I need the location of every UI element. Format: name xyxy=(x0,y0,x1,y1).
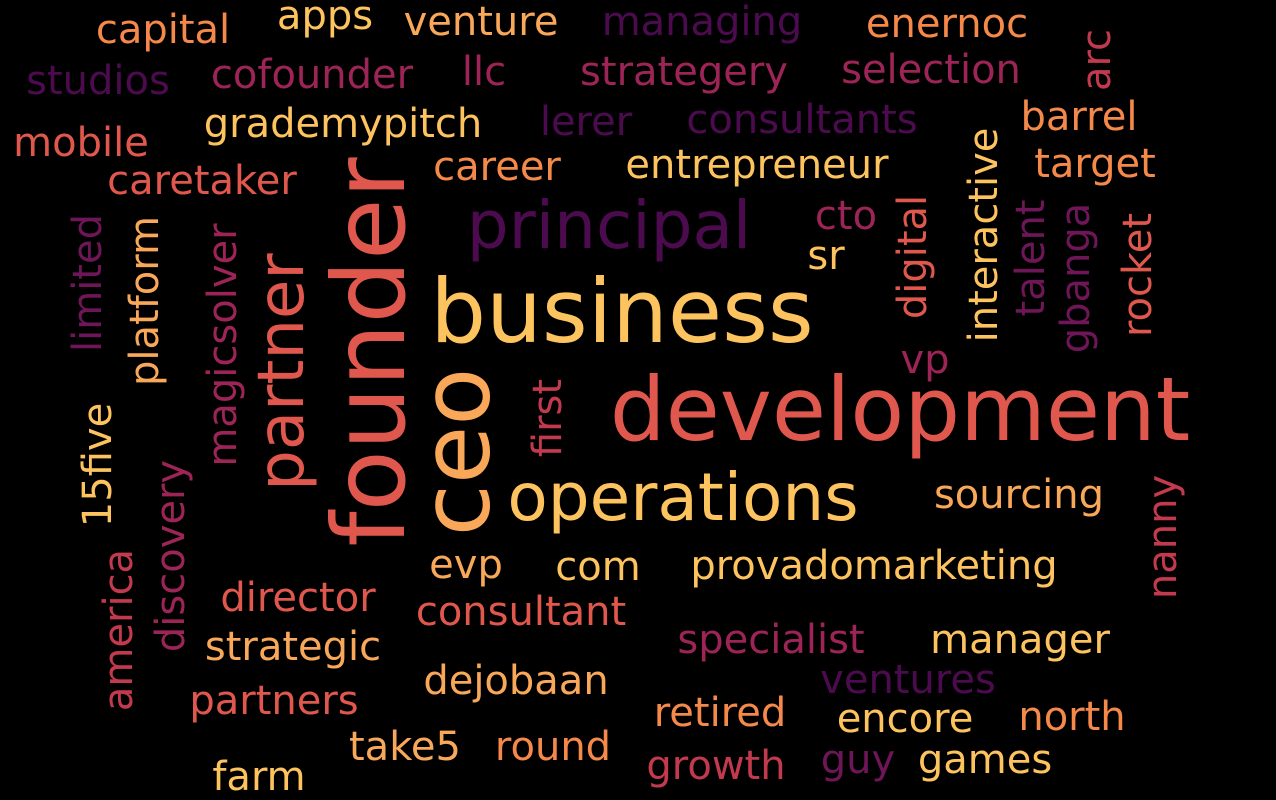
word-career: career xyxy=(433,144,561,190)
word-specialist: specialist xyxy=(677,617,865,663)
word-consultant: consultant xyxy=(415,589,627,635)
word-sr: sr xyxy=(807,233,845,279)
word-enernoc: enernoc xyxy=(865,1,1029,47)
word-principal: principal xyxy=(466,187,752,264)
word-first: first xyxy=(525,378,571,458)
word-retired: retired xyxy=(653,690,787,736)
word-farm: farm xyxy=(212,754,306,800)
word-managing: managing xyxy=(601,0,803,45)
word-mobile: mobile xyxy=(13,120,149,166)
word-provadomarketing: provadomarketing xyxy=(690,543,1058,589)
word-target: target xyxy=(1034,141,1156,187)
word-business: business xyxy=(430,260,814,363)
word-america: america xyxy=(96,548,142,712)
word-strategery: strategery xyxy=(580,49,788,95)
word-caretaker: caretaker xyxy=(107,158,297,204)
word-arc: arc xyxy=(1074,28,1120,92)
word-barrel: barrel xyxy=(1020,94,1138,140)
word-consultants: consultants xyxy=(686,97,918,143)
word-gbanga: gbanga xyxy=(1053,202,1099,354)
word-rocket: rocket xyxy=(1115,212,1161,338)
word-venture: venture xyxy=(403,0,559,45)
word-vp: vp xyxy=(900,337,950,383)
word-grademypitch: grademypitch xyxy=(203,101,483,147)
word-take5: take5 xyxy=(349,724,461,770)
word-development: development xyxy=(609,358,1191,461)
word-nanny: nanny xyxy=(1140,474,1186,600)
word-lerer: lerer xyxy=(539,99,633,145)
word-evp: evp xyxy=(429,542,503,588)
word-director: director xyxy=(220,575,376,621)
word-operations: operations xyxy=(507,459,859,536)
word-apps: apps xyxy=(276,0,374,39)
word-guy: guy xyxy=(820,737,896,783)
word-limited: limited xyxy=(65,214,111,352)
word-ventures: ventures xyxy=(820,657,996,703)
word-discovery: discovery xyxy=(148,459,194,653)
word-games: games xyxy=(917,737,1053,783)
word-growth: growth xyxy=(646,743,786,789)
word-digital: digital xyxy=(890,194,936,320)
word-cto: cto xyxy=(814,193,878,239)
word-partner: partner xyxy=(245,253,319,491)
word-encore: encore xyxy=(836,696,974,742)
word-com: com xyxy=(555,544,641,590)
word-partners: partners xyxy=(189,678,359,724)
word-sourcing: sourcing xyxy=(933,472,1105,518)
word-15five: 15five xyxy=(75,402,121,528)
word-cofounder: cofounder xyxy=(210,52,414,98)
word-magicsolver: magicsolver xyxy=(200,223,246,467)
word-talent: talent xyxy=(1008,199,1054,317)
word-selection: selection xyxy=(841,47,1021,93)
word-interactive: interactive xyxy=(961,127,1007,343)
word-strategic: strategic xyxy=(204,624,382,670)
word-ceo: ceo xyxy=(401,367,512,537)
word-entrepreneur: entrepreneur xyxy=(625,142,889,188)
word-manager: manager xyxy=(930,617,1110,663)
word-platform: platform xyxy=(122,216,168,386)
word-llc: llc xyxy=(461,49,507,95)
word-studios: studios xyxy=(26,58,170,104)
word-capital: capital xyxy=(95,7,231,53)
word-dejobaan: dejobaan xyxy=(423,658,609,704)
word-round: round xyxy=(494,724,612,770)
word-north: north xyxy=(1018,694,1126,740)
